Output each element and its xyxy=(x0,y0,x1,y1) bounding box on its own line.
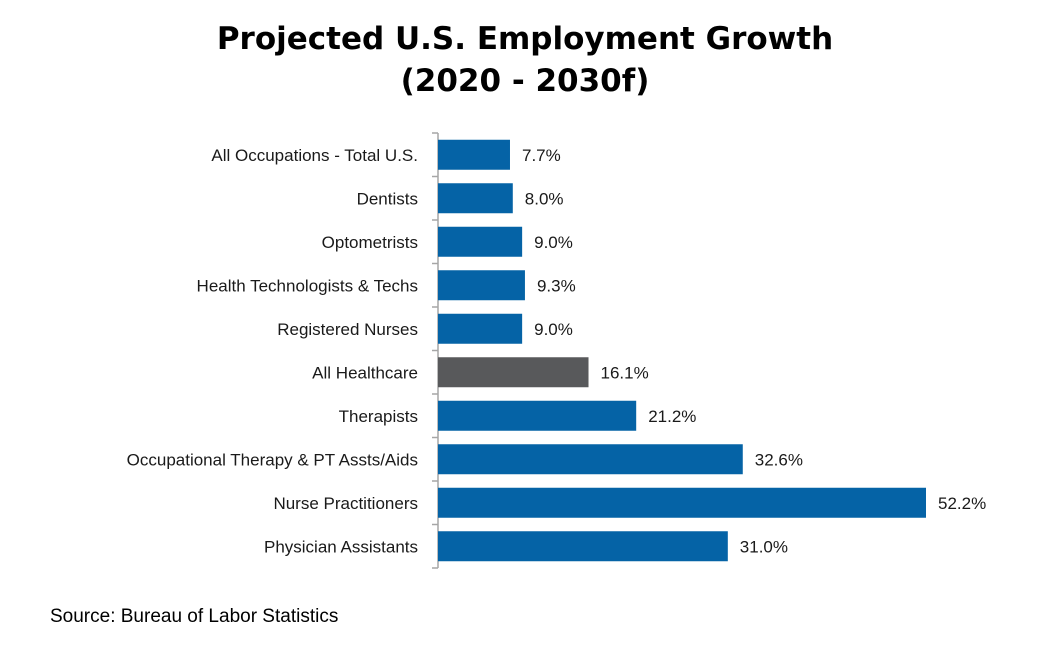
bars-group xyxy=(438,139,926,562)
category-label: All Occupations - Total U.S. xyxy=(211,146,418,165)
bar xyxy=(438,139,510,170)
bar xyxy=(438,183,513,214)
category-label: Physician Assistants xyxy=(264,537,418,556)
category-labels: All Occupations - Total U.S. Dentists Opto… xyxy=(127,146,418,557)
category-label: Optometrists xyxy=(322,233,418,252)
category-label: Occupational Therapy & PT Assts/Aids xyxy=(127,450,418,469)
value-label: 9.0% xyxy=(534,320,573,339)
value-label: 9.0% xyxy=(534,233,573,252)
value-label: 31.0% xyxy=(740,537,788,556)
value-label: 21.2% xyxy=(648,407,696,426)
y-axis-ticks xyxy=(432,132,438,569)
category-label: Registered Nurses xyxy=(277,320,418,339)
value-label: 8.0% xyxy=(525,189,564,208)
bar xyxy=(438,531,728,562)
category-label: Health Technologists & Techs xyxy=(197,276,418,295)
value-label: 52.2% xyxy=(938,494,986,513)
value-label: 32.6% xyxy=(755,450,803,469)
bar xyxy=(438,313,523,344)
category-label: All Healthcare xyxy=(312,363,418,382)
bar xyxy=(438,226,523,257)
value-label: 7.7% xyxy=(522,146,561,165)
chart-title-line-2: (2020 - 2030f) xyxy=(400,63,650,99)
category-label: Therapists xyxy=(339,407,418,426)
source-note: Source: Bureau of Labor Statistics xyxy=(50,606,339,627)
chart-title-line-1: Projected U.S. Employment Growth xyxy=(216,21,834,57)
category-label: Dentists xyxy=(357,189,418,208)
bar xyxy=(438,357,589,388)
bar xyxy=(438,444,743,475)
value-labels: 7.7% 8.0% 9.0% 9.3% 9.0% 16.1% 21.2% 32.6% 52.2%… xyxy=(522,146,986,557)
chart-title: Projected U.S. Employment Growth (2020 -… xyxy=(0,18,1050,102)
bar xyxy=(438,400,637,431)
bar xyxy=(438,270,525,301)
category-label: Nurse Practitioners xyxy=(273,494,418,513)
bar-chart: All Occupations - Total U.S. Dentists Opto… xyxy=(127,132,986,569)
value-label: 16.1% xyxy=(601,363,649,382)
bar xyxy=(438,487,926,518)
value-label: 9.3% xyxy=(537,276,576,295)
